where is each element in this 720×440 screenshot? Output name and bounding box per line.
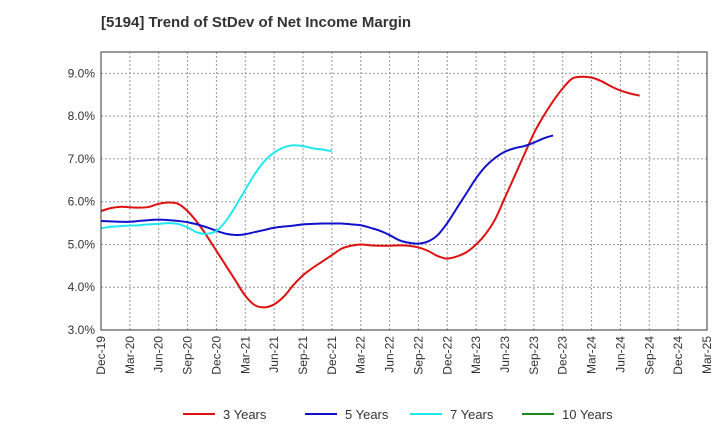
x-tick-label: Sep-21	[296, 336, 310, 375]
y-tick-label: 8.0%	[68, 109, 96, 123]
y-tick-label: 7.0%	[68, 152, 96, 166]
y-tick-label: 5.0%	[68, 237, 96, 251]
x-tick-label: Jun-24	[613, 336, 627, 373]
plot-frame	[100, 51, 708, 331]
y-tick-label: 9.0%	[68, 66, 96, 80]
x-tick-label: Mar-25	[700, 336, 714, 374]
x-tick-label: Sep-22	[411, 336, 425, 375]
x-tick-label: Mar-21	[238, 336, 252, 374]
x-tick-label: Mar-20	[123, 336, 137, 374]
x-axis-ticks: Dec-19 Mar-20 Jun-20 Sep-20 Dec-20 Mar-21 Jun-…	[94, 336, 714, 375]
y-tick-label: 6.0%	[68, 195, 96, 209]
series-line-3-years	[100, 75, 640, 309]
y-tick-label: 3.0%	[68, 323, 96, 337]
x-tick-label: Mar-24	[585, 336, 599, 374]
x-tick-label: Jun-20	[152, 336, 166, 373]
series-lines	[100, 75, 640, 309]
x-tick-label: Dec-19	[94, 336, 108, 375]
legend-label-3-years: 3 Years	[223, 407, 267, 422]
grid	[100, 52, 708, 331]
series-line-5-years	[100, 134, 554, 245]
y-tick-label: 4.0%	[68, 280, 96, 294]
x-tick-label: Sep-20	[181, 336, 195, 375]
x-tick-label: Jun-23	[498, 336, 512, 373]
x-tick-label: Dec-23	[556, 336, 570, 375]
x-tick-label: Dec-24	[671, 336, 685, 375]
y-axis-ticks: 3.0% 4.0% 5.0% 6.0% 7.0% 8.0% 9.0%	[68, 66, 96, 337]
legend: 3 Years 5 Years 7 Years 10 Years	[183, 407, 613, 422]
legend-label-10-years: 10 Years	[562, 407, 613, 422]
x-tick-label: Sep-23	[527, 336, 541, 375]
x-tick-label: Jun-21	[267, 336, 281, 373]
x-tick-label: Dec-22	[440, 336, 454, 375]
series-line-7-years	[100, 144, 333, 235]
x-tick-label: Mar-22	[354, 336, 368, 374]
chart-title: [5194] Trend of StDev of Net Income Marg…	[101, 14, 412, 31]
x-tick-label: Sep-24	[642, 336, 656, 375]
x-tick-label: Dec-20	[209, 336, 223, 375]
x-tick-label: Dec-21	[325, 336, 339, 375]
x-tick-label: Mar-23	[469, 336, 483, 374]
legend-label-5-years: 5 Years	[345, 407, 389, 422]
legend-label-7-years: 7 Years	[450, 407, 494, 422]
x-tick-label: Jun-22	[383, 336, 397, 373]
